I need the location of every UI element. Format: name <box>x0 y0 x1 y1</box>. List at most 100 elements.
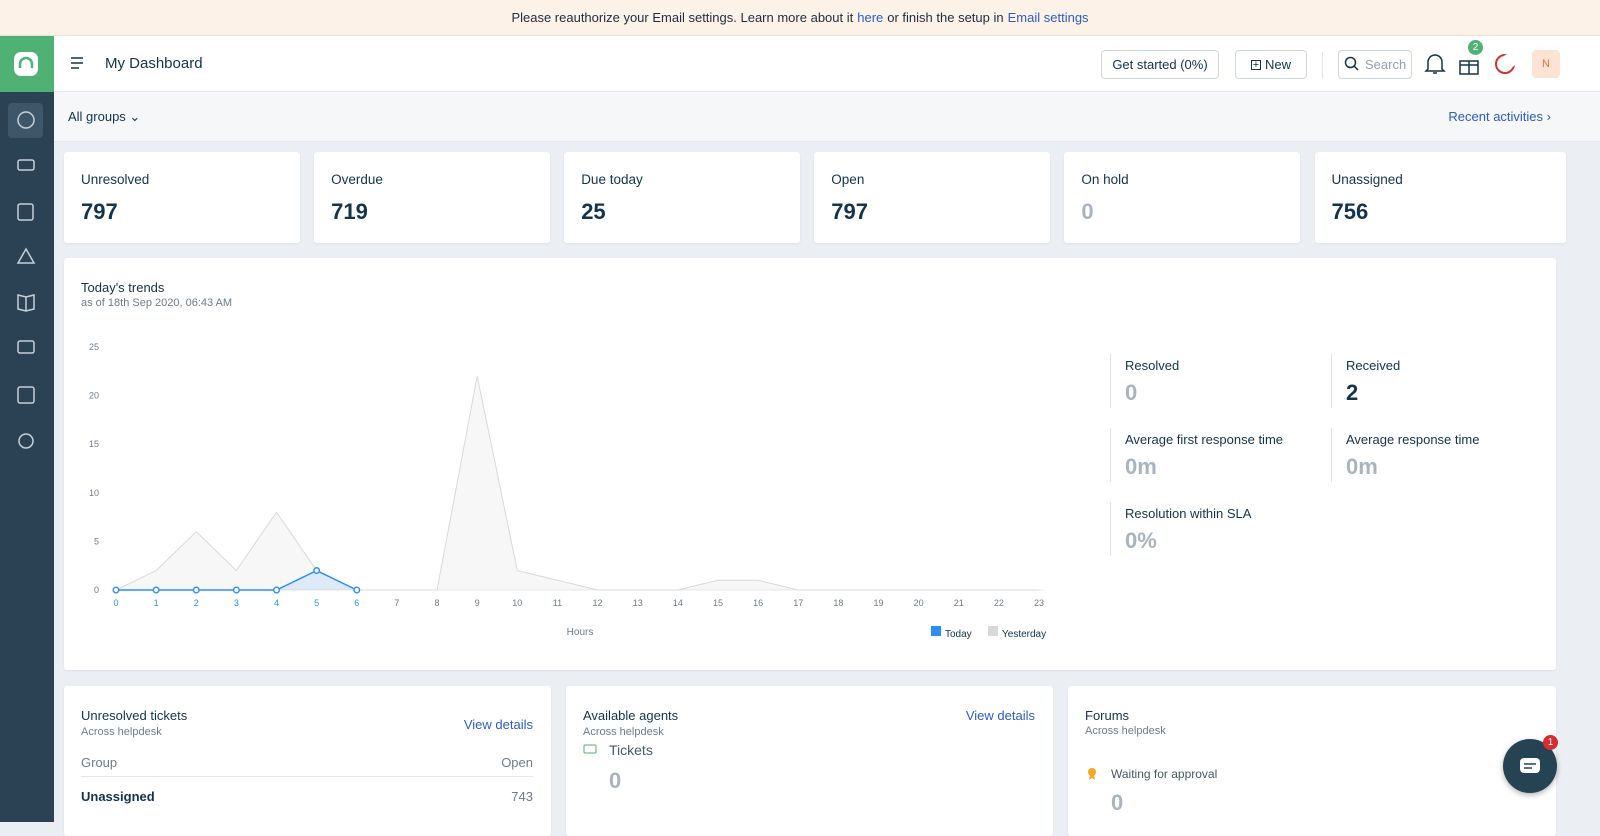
recent-activities[interactable]: Recent activities › <box>1448 109 1551 124</box>
group-filter-label: All groups <box>68 109 126 124</box>
x-tick-label: 13 <box>633 598 643 608</box>
trends-panel: Today's trends as of 18th Sep 2020, 06:4… <box>64 258 1556 670</box>
card-label: Open <box>831 172 865 187</box>
get-started-button[interactable]: Get started (0%) <box>1101 50 1219 79</box>
admin-icon[interactable] <box>18 433 34 449</box>
gift-badge: 2 <box>1468 40 1483 55</box>
x-tick-label: 7 <box>394 598 399 608</box>
stat: Average first response time 0m <box>1110 428 1310 482</box>
bell-icon[interactable] <box>1424 52 1446 76</box>
summary-card[interactable]: Unresolved 797 <box>64 152 300 243</box>
forums-panel: Forums Across helpdesk Waiting for appro… <box>1068 686 1556 836</box>
x-tick-label: 9 <box>475 598 480 608</box>
search-placeholder: Search <box>1365 57 1407 72</box>
active-bg <box>8 103 43 138</box>
panel-title: Unresolved tickets <box>81 708 188 723</box>
menu-icon[interactable] <box>70 56 84 70</box>
x-tick-label: 10 <box>512 598 522 608</box>
tickets-icon[interactable] <box>17 159 35 171</box>
point <box>353 586 361 594</box>
stat-value: 2 <box>1346 380 1359 405</box>
stat: Received 2 <box>1331 354 1531 408</box>
logo-icon <box>14 52 38 76</box>
y-tick-label: 15 <box>89 439 99 449</box>
trends-title: Today's trends <box>81 280 165 295</box>
status-icon[interactable] <box>1494 53 1516 75</box>
point <box>152 586 160 594</box>
card-value: 797 <box>831 199 869 224</box>
reports-icon[interactable] <box>17 386 35 404</box>
banner-link[interactable]: Email settings <box>1007 10 1089 25</box>
search-box[interactable]: Search <box>1338 50 1412 79</box>
column-header: Group <box>81 755 118 770</box>
point <box>273 586 281 594</box>
summary-card[interactable]: Due today 25 <box>564 152 801 243</box>
ticket-icon <box>583 744 597 754</box>
banner: Please reauthorize your Email settings. … <box>0 0 1600 36</box>
contacts-icon[interactable] <box>17 203 34 221</box>
metric-value: 0 <box>609 768 622 793</box>
x-tick-label: 19 <box>873 598 883 608</box>
banner-link[interactable]: here <box>857 10 884 25</box>
card-label: Unassigned <box>1331 172 1403 187</box>
x-tick-label: 14 <box>673 598 683 608</box>
x-tick-label: 0 <box>113 598 118 608</box>
card-label: On hold <box>1081 172 1129 187</box>
card-label: Overdue <box>331 172 383 187</box>
card-value: 0 <box>1081 199 1094 224</box>
avatar[interactable]: N <box>1532 50 1560 78</box>
view-details[interactable]: View details <box>463 717 533 732</box>
stat: Average response time 0m <box>1331 428 1531 482</box>
sidebar <box>0 36 54 822</box>
x-tick-label: 8 <box>435 598 440 608</box>
new-label: New <box>1264 57 1291 72</box>
point <box>192 586 200 594</box>
card-value: 25 <box>581 199 606 224</box>
stat-label: Received <box>1346 358 1401 373</box>
x-tick-label: 6 <box>354 598 359 608</box>
card-label: Unresolved <box>81 172 150 187</box>
card-value: 797 <box>81 199 118 224</box>
divider <box>1322 52 1323 78</box>
stat-label: Average response time <box>1346 432 1480 447</box>
sidebar-icons <box>8 103 43 449</box>
summary-card[interactable]: On hold 0 <box>1064 152 1301 243</box>
logo[interactable] <box>0 36 54 92</box>
recent-activities-label: Recent activities <box>1448 109 1544 124</box>
social-icon[interactable] <box>16 247 36 264</box>
banner-text: Please reauthorize your Email settings. … <box>511 10 854 25</box>
y-tick-label: 5 <box>94 536 99 546</box>
series-line <box>115 376 1039 591</box>
panel-subtitle: Across helpdesk <box>583 726 664 738</box>
plus-icon: + <box>1250 58 1261 71</box>
view-details[interactable]: View details <box>965 708 1035 723</box>
gift-icon[interactable] <box>1458 54 1480 76</box>
filter-bar: All groups ⌄ Recent activities › <box>54 92 1600 142</box>
summary-card[interactable]: Unassigned 756 <box>1314 152 1566 243</box>
forum-value: 0 <box>1111 790 1124 815</box>
new-button[interactable]: + New <box>1235 50 1307 79</box>
y-tick-label: 10 <box>89 488 99 498</box>
table-cell: 743 <box>511 789 533 804</box>
x-tick-label: 18 <box>833 598 843 608</box>
stat: Resolved 0 <box>1110 354 1310 408</box>
award-icon <box>1088 768 1096 780</box>
group-filter[interactable]: All groups ⌄ <box>68 109 141 124</box>
forum-item: Waiting for approval <box>1111 767 1218 781</box>
dashboard-icon[interactable] <box>17 111 35 129</box>
card-label: Due today <box>581 172 643 187</box>
area-fill <box>116 376 1039 590</box>
x-tick-label: 2 <box>194 598 199 608</box>
card-value: 756 <box>1331 199 1369 224</box>
x-tick-label: 22 <box>994 598 1004 608</box>
trends-subtitle: as of 18th Sep 2020, 06:43 AM <box>81 297 233 309</box>
summary-card[interactable]: Overdue 719 <box>314 152 551 243</box>
summary-card[interactable]: Open 797 <box>814 152 1051 243</box>
point <box>313 567 321 575</box>
solutions-icon[interactable] <box>17 294 35 312</box>
page-title: My Dashboard <box>105 55 203 72</box>
row-divider <box>81 776 533 777</box>
forums-icon[interactable] <box>17 340 35 354</box>
